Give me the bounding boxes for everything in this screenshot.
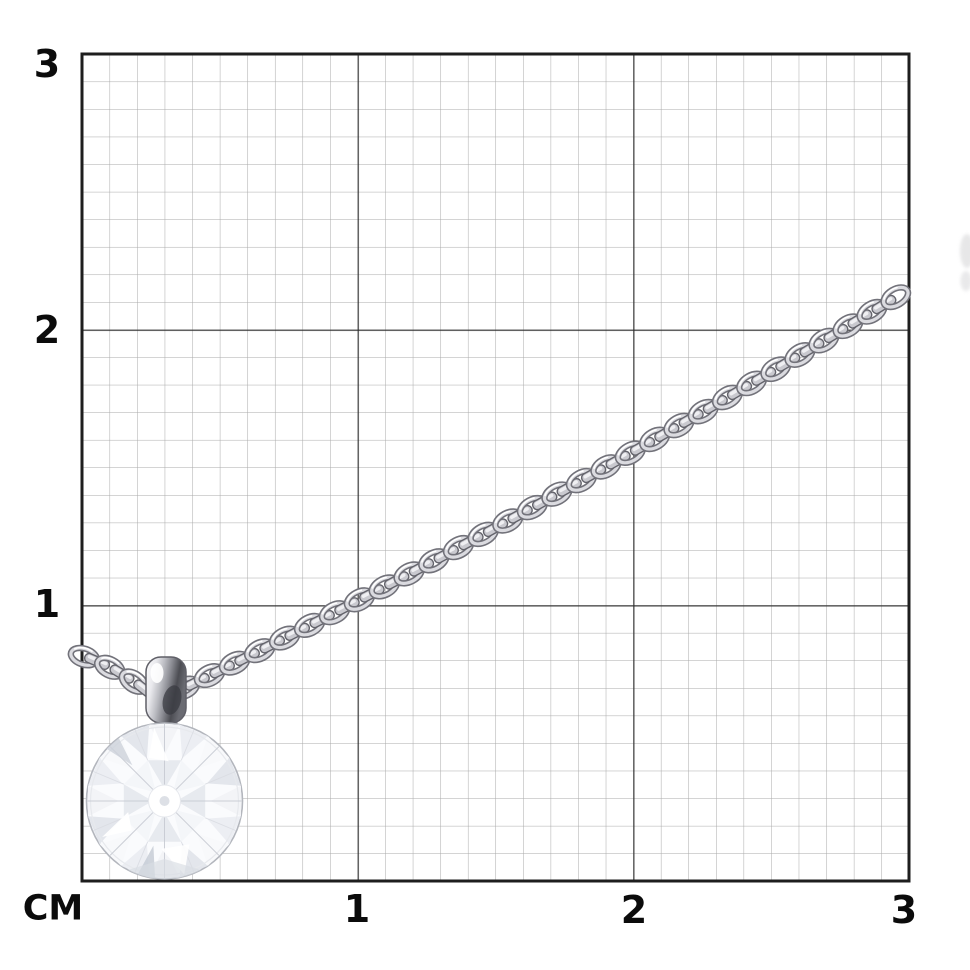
y-axis-tick-1: 1 — [33, 582, 61, 626]
cm-grid — [80, 52, 911, 883]
x-axis-tick-2: 2 — [620, 888, 648, 932]
bail-highlight — [150, 663, 164, 683]
x-axis-tick-3: 3 — [890, 888, 918, 932]
grid-major-lines — [82, 54, 909, 881]
diamond — [85, 722, 244, 880]
y-axis-tick-3: 3 — [33, 42, 61, 86]
grid-border — [80, 52, 911, 883]
pendant — [81, 656, 247, 882]
bail-shadow — [162, 685, 182, 715]
unit-label: CM — [22, 888, 84, 929]
clasp-fragment — [960, 234, 970, 291]
x-axis-tick-1: 1 — [343, 887, 371, 931]
y-axis-tick-2: 2 — [33, 308, 61, 352]
